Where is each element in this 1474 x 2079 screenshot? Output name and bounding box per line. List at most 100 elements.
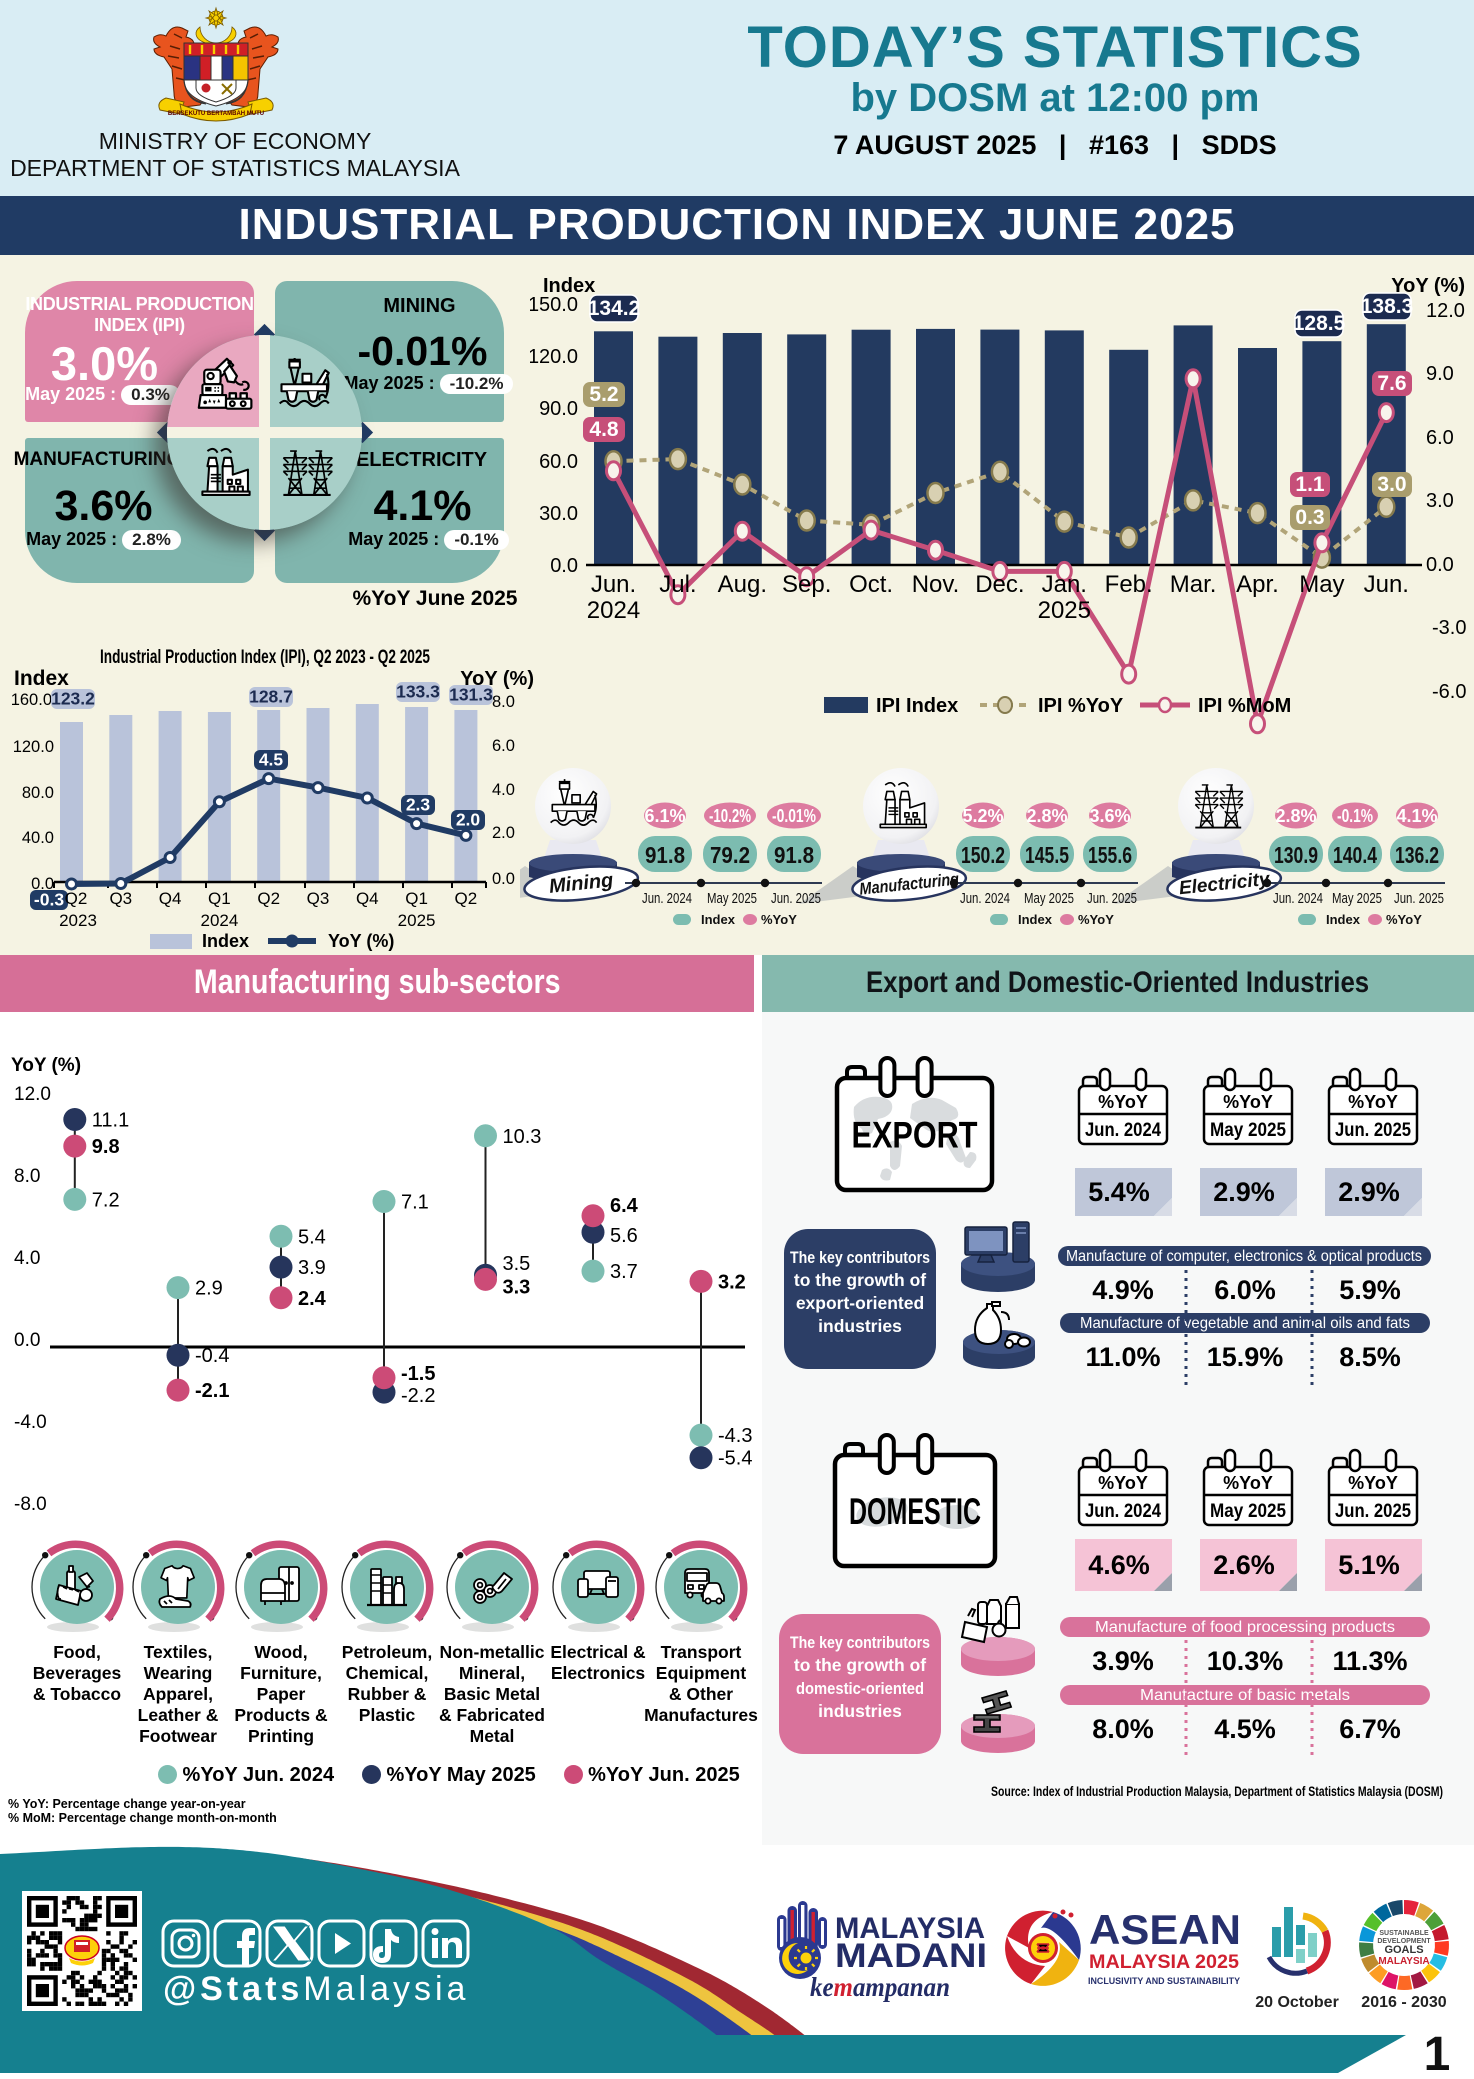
svg-text:130.9: 130.9 <box>1274 842 1318 868</box>
svg-text:%YoY: %YoY <box>1078 912 1114 927</box>
svg-text:128.7: 128.7 <box>249 687 293 707</box>
svg-text:kemampanan: kemampanan <box>810 1972 950 2002</box>
svg-text:Dec.: Dec. <box>975 571 1024 598</box>
svg-text:DOMESTIC: DOMESTIC <box>849 1491 981 1532</box>
svg-text:MALAYSIA 2025: MALAYSIA 2025 <box>1089 1952 1239 1973</box>
svg-text:2.6%: 2.6% <box>1213 1550 1275 1580</box>
svg-text:3.0: 3.0 <box>1377 473 1406 496</box>
svg-text:Source: Index of Industrial Pr: Source: Index of Industrial Production M… <box>991 1783 1443 1799</box>
svg-text:%YoY: %YoY <box>1098 1473 1148 1493</box>
svg-text:10.3: 10.3 <box>503 1126 542 1148</box>
svg-text:5.2%: 5.2% <box>962 806 1003 826</box>
svg-text:2.9%: 2.9% <box>1338 1177 1400 1207</box>
svg-text:industries: industries <box>818 1316 902 1336</box>
svg-text:YoY (%): YoY (%) <box>11 1055 81 1076</box>
svg-text:30.0: 30.0 <box>539 503 578 525</box>
svg-text:2.9: 2.9 <box>195 1278 223 1300</box>
svg-text:YoY (%): YoY (%) <box>1391 275 1465 297</box>
svg-text:91.8: 91.8 <box>774 842 814 868</box>
svg-text:IPI %MoM: IPI %MoM <box>1198 695 1291 717</box>
svg-text:8.5%: 8.5% <box>1339 1342 1401 1372</box>
svg-text:7.6: 7.6 <box>1377 372 1406 395</box>
svg-text:YoY (%): YoY (%) <box>460 668 534 690</box>
svg-text:0.3: 0.3 <box>1295 506 1324 529</box>
svg-text:7.1: 7.1 <box>401 1192 429 1214</box>
svg-text:3.7: 3.7 <box>610 1261 638 1283</box>
svg-text:91.8: 91.8 <box>645 842 685 868</box>
svg-text:Index: Index <box>202 931 249 951</box>
svg-text:MALAYSIA: MALAYSIA <box>1378 1956 1429 1967</box>
svg-text:90.0: 90.0 <box>539 398 578 420</box>
svg-text:136.2: 136.2 <box>1395 842 1439 868</box>
svg-text:YoY (%): YoY (%) <box>328 931 394 951</box>
svg-text:4.8: 4.8 <box>589 418 619 441</box>
svg-text:9.0: 9.0 <box>1426 363 1454 385</box>
svg-text:3.9%: 3.9% <box>1092 1646 1154 1676</box>
svg-text:12.0: 12.0 <box>1426 300 1465 322</box>
svg-text:Jun. 2024: Jun. 2024 <box>960 891 1010 907</box>
svg-text:150.2: 150.2 <box>961 842 1005 868</box>
svg-text:Q4: Q4 <box>356 889 379 908</box>
svg-text:May 2025: May 2025 <box>707 891 757 907</box>
svg-text:Nov.: Nov. <box>912 571 960 598</box>
svg-text:IPI %YoY: IPI %YoY <box>1038 695 1124 717</box>
svg-text:Q2: Q2 <box>455 889 478 908</box>
svg-text:140.4: 140.4 <box>1333 842 1377 868</box>
svg-text:5.1%: 5.1% <box>1338 1550 1400 1580</box>
svg-text:Q1: Q1 <box>208 889 231 908</box>
svg-text:Q3: Q3 <box>307 889 330 908</box>
svg-text:160.0: 160.0 <box>11 691 52 709</box>
svg-text:-1.5: -1.5 <box>401 1363 435 1385</box>
svg-text:%YoY: %YoY <box>1348 1092 1398 1112</box>
svg-text:%YoY: %YoY <box>1223 1473 1273 1493</box>
svg-text:-10.2%: -10.2% <box>709 806 751 826</box>
svg-text:-4.3: -4.3 <box>718 1425 752 1447</box>
svg-text:%YoY: %YoY <box>761 912 797 927</box>
svg-text:11.0%: 11.0% <box>1085 1342 1160 1372</box>
svg-text:4.5: 4.5 <box>259 750 284 770</box>
svg-text:Jun. 2024: Jun. 2024 <box>1085 1120 1161 1141</box>
svg-text:DEVELOPMENT: DEVELOPMENT <box>1377 1938 1431 1945</box>
svg-text:-0.4: -0.4 <box>195 1345 229 1367</box>
svg-text:May 2025: May 2025 <box>1024 891 1074 907</box>
svg-text:May 2025: May 2025 <box>1210 1120 1286 1141</box>
svg-text:8.0: 8.0 <box>492 693 515 711</box>
svg-text:-3.0: -3.0 <box>1432 617 1466 639</box>
svg-text:6.0: 6.0 <box>492 737 515 755</box>
svg-text:2025: 2025 <box>398 911 436 930</box>
svg-text:Jun. 2025: Jun. 2025 <box>1394 891 1444 907</box>
svg-text:3.2: 3.2 <box>718 1271 746 1293</box>
svg-text:2.0: 2.0 <box>456 810 481 830</box>
svg-text:Manufacture of food processing: Manufacture of food processing products <box>1095 1619 1395 1636</box>
svg-text:0.0: 0.0 <box>31 875 54 893</box>
svg-text:8.0: 8.0 <box>14 1166 40 1187</box>
svg-text:Jan.: Jan. <box>1042 571 1087 598</box>
svg-text:3.0: 3.0 <box>1426 490 1454 512</box>
svg-text:Aug.: Aug. <box>718 571 767 598</box>
svg-text:Sep.: Sep. <box>782 571 831 598</box>
svg-text:0.0: 0.0 <box>1426 554 1454 576</box>
svg-text:11.1: 11.1 <box>92 1110 129 1132</box>
svg-text:2.8%: 2.8% <box>1026 806 1067 826</box>
svg-text:6.1%: 6.1% <box>644 806 685 826</box>
svg-text:145.5: 145.5 <box>1025 842 1069 868</box>
svg-text:80.0: 80.0 <box>22 784 54 802</box>
svg-text:0.0: 0.0 <box>492 870 515 888</box>
svg-text:domestic-oriented: domestic-oriented <box>796 1679 924 1698</box>
svg-text:-5.4: -5.4 <box>718 1448 752 1470</box>
svg-text:-0.1%: -0.1% <box>1337 806 1373 826</box>
svg-text:@StatsMalaysia: @StatsMalaysia <box>163 1970 469 2008</box>
svg-text:2.9%: 2.9% <box>1213 1177 1275 1207</box>
svg-text:3.3: 3.3 <box>503 1276 531 1298</box>
svg-text:Index: Index <box>14 667 69 690</box>
svg-text:5.4: 5.4 <box>298 1226 326 1248</box>
svg-text:Q1: Q1 <box>405 889 428 908</box>
svg-text:6.0%: 6.0% <box>1214 1275 1276 1305</box>
svg-text:EXPORT: EXPORT <box>852 1114 978 1155</box>
svg-text:ASEAN: ASEAN <box>1089 1906 1241 1953</box>
svg-text:128.5: 128.5 <box>1293 312 1346 335</box>
svg-text:60.0: 60.0 <box>539 451 578 473</box>
svg-text:Index: Index <box>1018 912 1053 927</box>
svg-text:to the growth of: to the growth of <box>794 1655 926 1675</box>
svg-text:4.1%: 4.1% <box>1396 806 1437 826</box>
